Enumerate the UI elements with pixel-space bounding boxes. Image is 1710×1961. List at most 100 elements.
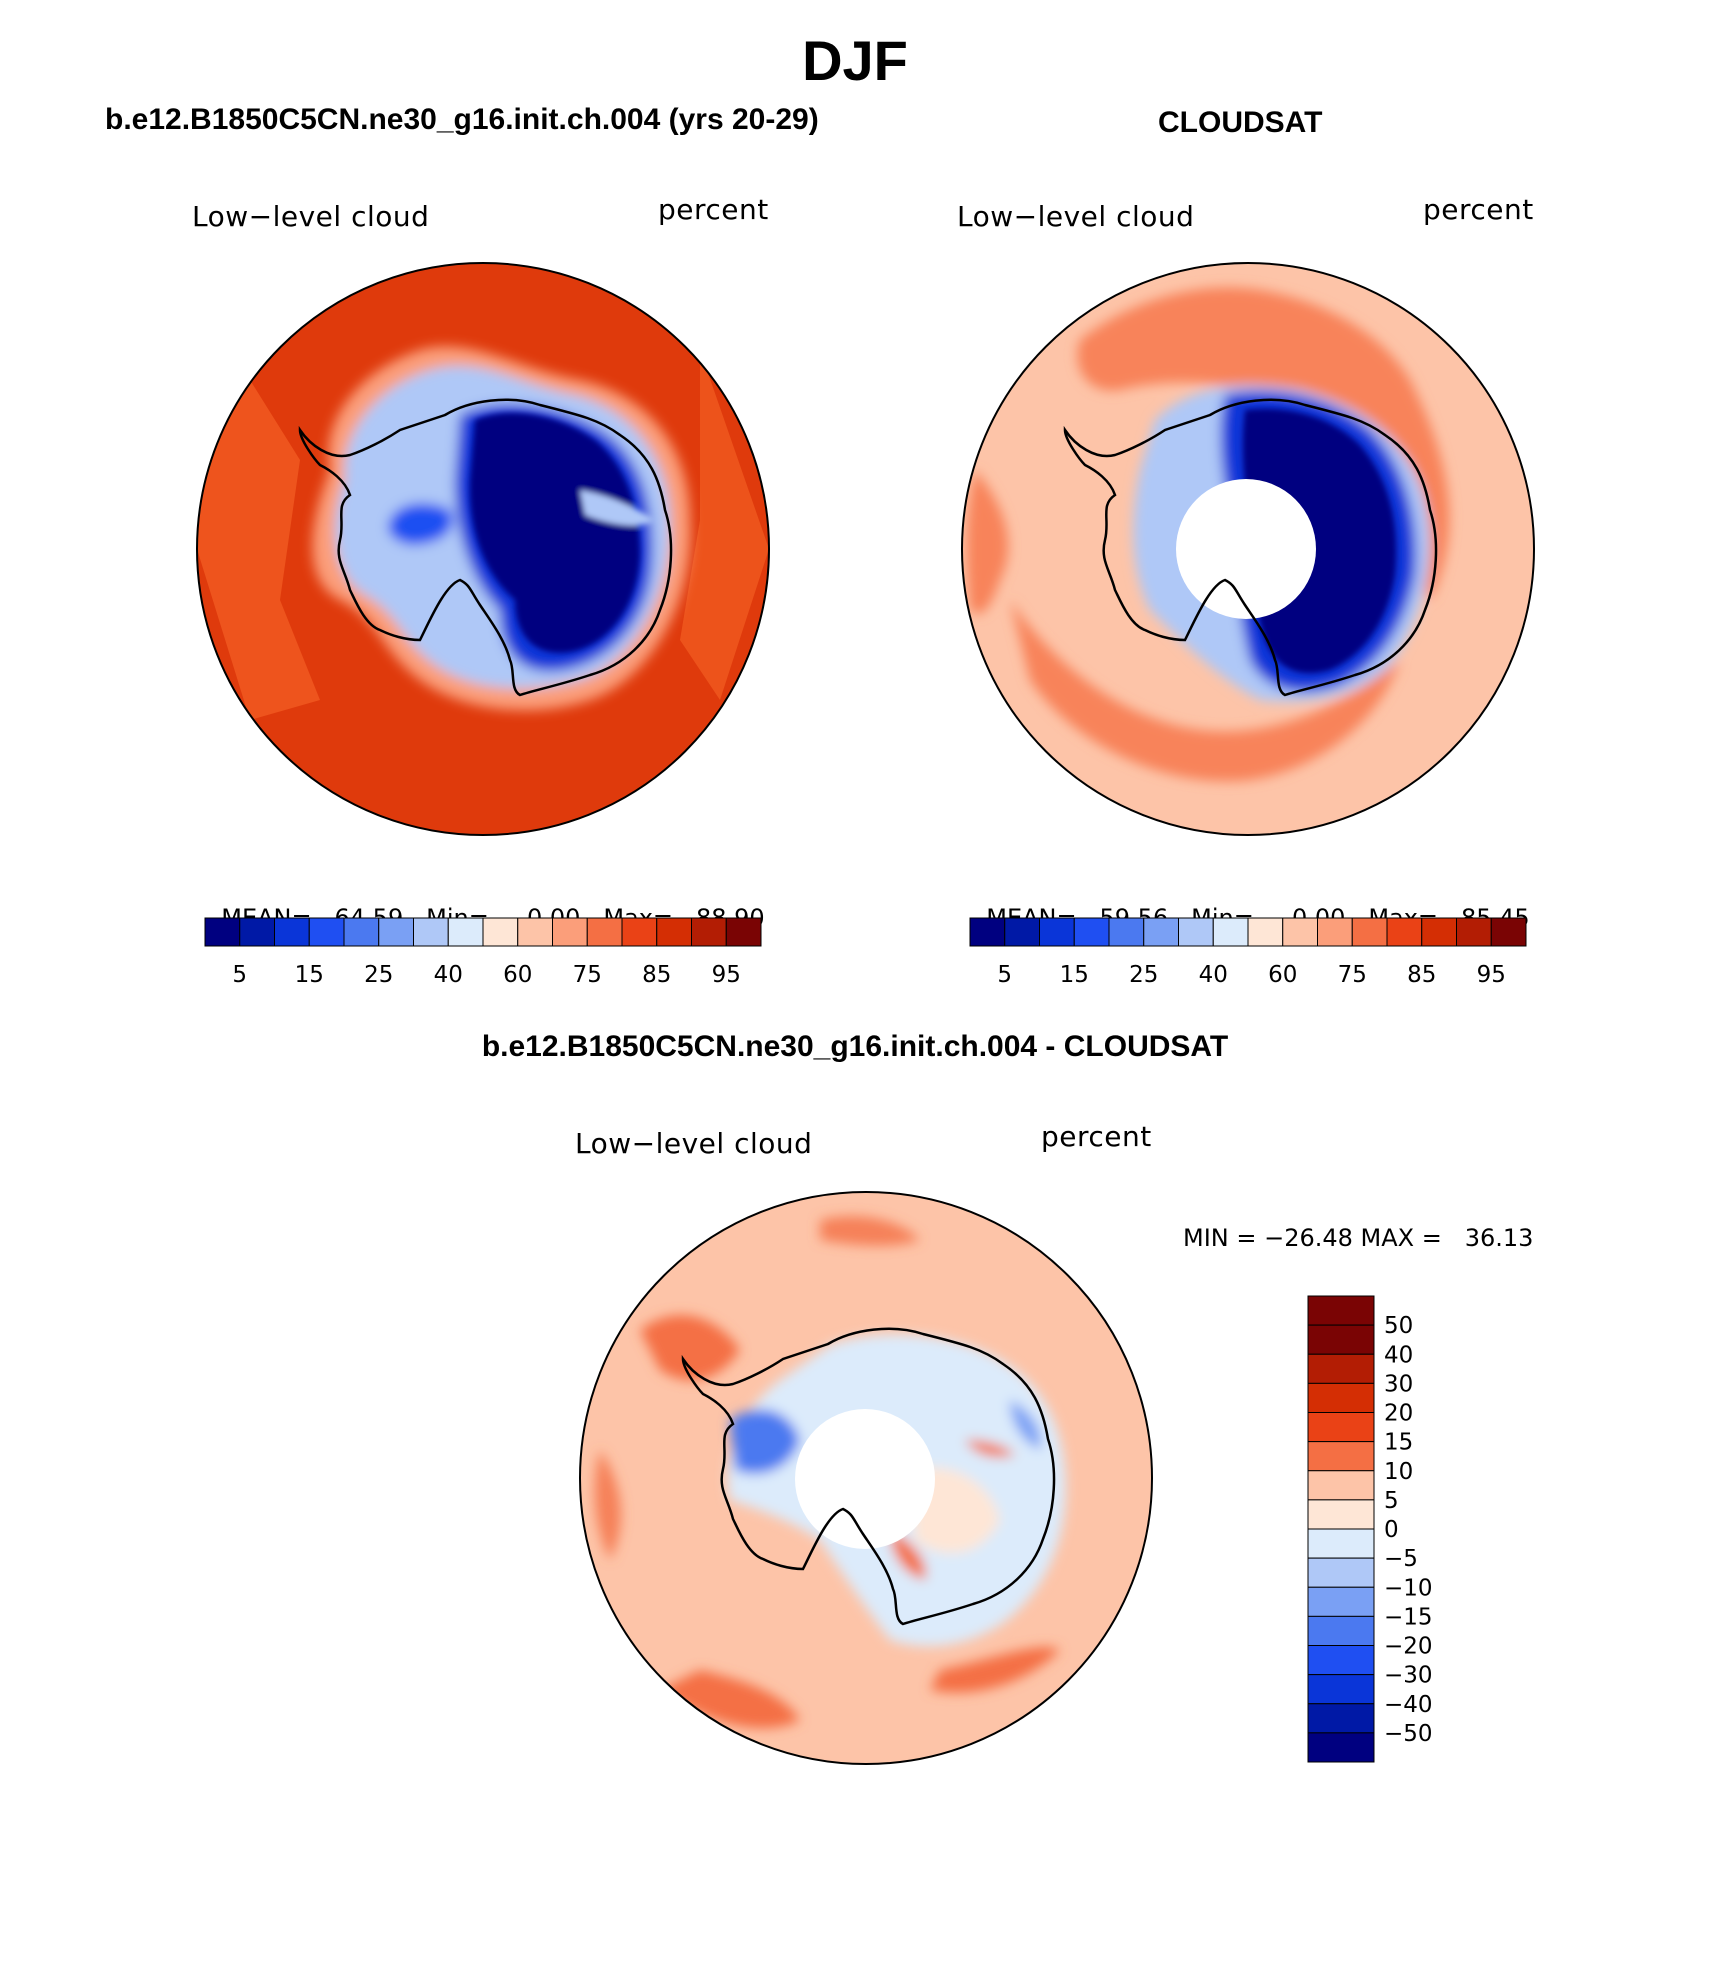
colorbar-obs-swatch [969, 917, 1006, 947]
diff-warm-north [820, 1216, 920, 1246]
colorbar-obs-swatch [1456, 917, 1492, 947]
colorbar-obs-tick-label: 95 [1477, 962, 1506, 988]
colorbar-model-swatch [482, 917, 519, 947]
colorbar-model-swatch [413, 917, 449, 947]
model-map-border [196, 262, 770, 836]
colorbar-obs-swatch [1004, 917, 1040, 947]
colorbar-obs-tick-label: 15 [1060, 962, 1089, 988]
colorbar-diff-tick-label: 30 [1384, 1371, 1413, 1397]
panel-obs-variable-label: Low−level cloud [957, 200, 1195, 233]
colorbar-diff-swatch [1307, 1645, 1375, 1676]
colorbar-model-tick-label: 15 [295, 962, 324, 988]
colorbar-diff-swatch [1307, 1528, 1375, 1559]
colorbar-model-tick-label: 5 [232, 962, 247, 988]
colorbar-diff-swatch [1307, 1674, 1375, 1705]
model-ice-core [469, 412, 640, 653]
map-model [197, 263, 769, 835]
colorbar-diff-swatch [1307, 1295, 1375, 1326]
panel-title-obs: CLOUDSAT [1158, 106, 1323, 139]
diff-warm-se [930, 1647, 1060, 1693]
panel-model-units-label: percent [658, 193, 769, 226]
colorbar-diff-swatch [1307, 1353, 1375, 1384]
colorbar-diff-tick-label: −50 [1384, 1721, 1433, 1747]
model-ice-gap [580, 490, 655, 526]
colorbar-diff-tick-label: 20 [1384, 1401, 1413, 1427]
colorbar-model-tick-label: 75 [573, 962, 602, 988]
colorbar-model-swatch [308, 917, 345, 947]
diff-map-border [579, 1191, 1153, 1765]
colorbar-model-swatch [586, 917, 623, 947]
colorbar-diff-tick-label: −15 [1384, 1604, 1433, 1630]
colorbar-model-tick-label: 60 [503, 962, 532, 988]
colorbar-obs-tick-label: 25 [1129, 962, 1158, 988]
obs-coastline [1063, 398, 1438, 697]
colorbar-model-swatch [239, 917, 275, 947]
colorbar-diff-tick-label: 0 [1384, 1517, 1399, 1543]
colorbar-obs-tick-label: 5 [997, 962, 1012, 988]
colorbar-diff-swatch [1307, 1703, 1375, 1734]
colorbar-obs-swatch [1351, 917, 1388, 947]
colorbar-obs-swatch [1386, 917, 1423, 947]
colorbar-diff-tick-label: −30 [1384, 1663, 1433, 1689]
panel-diff-units-label: percent [1041, 1120, 1152, 1153]
diff-ice-warm-east [965, 1440, 1015, 1457]
colorbar-model-swatch [691, 917, 727, 947]
colorbar-diff-swatch [1307, 1586, 1375, 1617]
colorbar-obs-swatch [1421, 917, 1457, 947]
diff-ice-cool-east [1010, 1400, 1041, 1450]
colorbar-diff-swatch [1307, 1499, 1375, 1530]
colorbar-diff-tick-label: −20 [1384, 1634, 1433, 1660]
colorbar-obs-swatch [1143, 917, 1179, 947]
map-diff [580, 1192, 1152, 1764]
model-ocean-lighter-band [197, 380, 320, 720]
colorbar-obs-tick-label: 75 [1338, 962, 1367, 988]
colorbar-model-swatch [447, 917, 484, 947]
colorbar-obs-swatch [1317, 917, 1353, 947]
colorbar-model-swatch [725, 917, 762, 947]
colorbar-model: 5 15 25 40 60 75 85 95 [204, 917, 762, 988]
colorbar-obs-swatch [1108, 917, 1145, 947]
colorbar-model-swatch [517, 917, 553, 947]
colorbar-diff-swatch [1307, 1324, 1375, 1355]
panel-diff-stats: MIN = −26.48 MAX = 36.13 [1183, 1224, 1534, 1252]
diff-pole-hole [795, 1409, 935, 1549]
colorbar-model-tick-label: 95 [712, 962, 741, 988]
colorbar-model-swatch [656, 917, 692, 947]
model-ice-blue-left [388, 503, 453, 545]
diff-warm-west [594, 1450, 621, 1560]
diff-ice-cool [730, 1409, 800, 1474]
colorbar-model-tick-label: 40 [434, 962, 463, 988]
colorbar-model-tick-label: 85 [642, 962, 671, 988]
model-coastline [298, 398, 673, 697]
colorbar-model-swatch [343, 917, 380, 947]
colorbar-diff-tick-label: 40 [1384, 1342, 1413, 1368]
panel-title-model: b.e12.B1850C5CN.ne30_g16.init.ch.004 (yr… [105, 103, 819, 136]
colorbar-diff-tick-label: 15 [1384, 1430, 1413, 1456]
colorbar-diff-tick-label: 50 [1384, 1313, 1413, 1339]
colorbar-diff-tick-label: −10 [1384, 1575, 1433, 1601]
obs-pole-hole [1176, 479, 1316, 619]
colorbar-diff-swatch [1307, 1441, 1375, 1472]
diff-warm-nw [640, 1315, 740, 1381]
obs-map-border [961, 262, 1535, 836]
colorbar-diff-swatch [1307, 1557, 1375, 1588]
colorbar-model-swatch [204, 917, 241, 947]
panel-title-diff: b.e12.B1850C5CN.ne30_g16.init.ch.004 - C… [481, 1030, 1229, 1063]
obs-warm-south [1010, 600, 1400, 782]
colorbar-model-swatch [274, 917, 310, 947]
colorbar-diff-swatch [1307, 1470, 1375, 1501]
colorbar-obs-swatch [1073, 917, 1110, 947]
colorbar-obs-swatch [1178, 917, 1214, 947]
panel-obs-units-label: percent [1423, 193, 1534, 226]
colorbar-diff-tick-label: 10 [1384, 1459, 1413, 1485]
model-ocean-right-band [680, 350, 769, 700]
colorbar-obs-tick-label: 85 [1407, 962, 1436, 988]
colorbar-diff-tick-label: −40 [1384, 1692, 1433, 1718]
obs-warm-west [966, 470, 1009, 614]
diff-ice-warm-spot [890, 1530, 926, 1580]
panel-model-variable-label: Low−level cloud [192, 200, 430, 233]
colorbar-model-swatch [552, 917, 588, 947]
colorbar-obs-swatch [1490, 917, 1527, 947]
